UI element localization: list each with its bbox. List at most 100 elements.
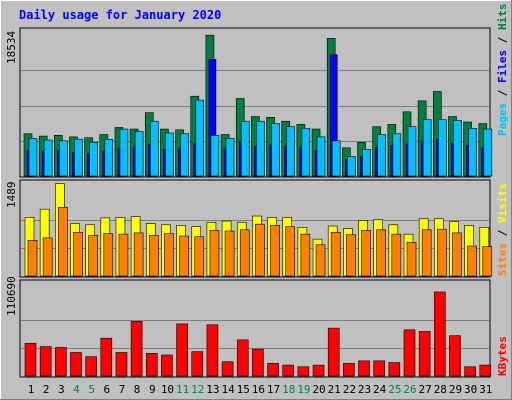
bar-pages-day-27 — [422, 119, 432, 177]
bar-kbytes-day-5 — [85, 356, 97, 377]
x-label-day-28: 28 — [434, 383, 447, 396]
bar-sites-day-10 — [164, 233, 174, 277]
max-label-visits: 1489 — [5, 182, 18, 209]
bar-kbytes-day-8 — [130, 321, 143, 377]
bar-pages-day-29 — [453, 120, 462, 177]
x-label-day-29: 29 — [449, 383, 462, 396]
bar-pages-day-4 — [74, 138, 83, 177]
bar-pages-day-25 — [392, 133, 402, 177]
x-label-day-22: 22 — [343, 383, 356, 396]
bar-pages-day-19 — [301, 127, 311, 177]
bar-sites-day-7 — [118, 233, 129, 277]
x-label-day-9: 9 — [149, 383, 156, 396]
legend-part: Sites — [496, 243, 509, 276]
x-label-day-31: 31 — [479, 383, 492, 396]
bar-sites-day-23 — [361, 230, 371, 277]
bar-kbytes-day-31 — [479, 364, 492, 377]
bar-kbytes-day-2 — [39, 346, 52, 377]
bar-pages-day-2 — [43, 139, 53, 177]
x-label-day-10: 10 — [161, 383, 174, 396]
bar-kbytes-day-10 — [161, 354, 173, 377]
x-label-day-2: 2 — [43, 383, 50, 396]
bar-sites-day-25 — [391, 233, 402, 277]
legend-part: KBytes — [496, 336, 509, 376]
bar-kbytes-day-24 — [373, 360, 385, 377]
bar-pages-day-30 — [468, 127, 477, 177]
x-label-day-20: 20 — [312, 383, 325, 396]
x-label-day-21: 21 — [328, 383, 341, 396]
bar-sites-day-3 — [58, 206, 68, 277]
bar-sites-day-30 — [467, 245, 477, 277]
bar-sites-day-4 — [73, 231, 83, 277]
bar-sites-day-28 — [437, 228, 447, 277]
bar-kbytes-day-22 — [343, 363, 355, 377]
legend-kbytes: KBytes — [496, 336, 509, 376]
x-label-day-19: 19 — [297, 383, 310, 396]
bar-sites-day-12 — [194, 236, 205, 277]
bar-sites-day-16 — [255, 223, 265, 277]
x-label-day-18: 18 — [282, 383, 295, 396]
bar-kbytes-day-28 — [434, 291, 446, 377]
x-label-day-11: 11 — [176, 383, 189, 396]
x-label-day-1: 1 — [28, 383, 35, 396]
bar-sites-day-9 — [148, 235, 159, 277]
bar-kbytes-day-9 — [145, 353, 158, 377]
bar-kbytes-day-29 — [449, 335, 461, 377]
bar-kbytes-day-17 — [267, 363, 279, 377]
legend-pages-files-hits: Pages / Files / Hits — [496, 4, 509, 137]
legend-part: Files — [496, 50, 509, 83]
x-label-day-25: 25 — [388, 383, 401, 396]
bar-pages-day-13 — [210, 135, 220, 177]
bar-sites-day-2 — [42, 237, 53, 277]
bar-sites-day-17 — [270, 225, 280, 277]
bar-sites-day-26 — [406, 241, 417, 277]
bar-kbytes-day-1 — [24, 342, 37, 377]
legend-part: / — [496, 83, 509, 103]
legend-part: Hits — [496, 4, 509, 31]
legend-part: Pages — [496, 103, 509, 136]
bar-kbytes-day-30 — [464, 366, 476, 377]
bar-sites-day-21 — [330, 231, 341, 277]
bar-sites-day-13 — [209, 230, 220, 277]
bar-kbytes-day-20 — [312, 364, 325, 377]
bar-sites-day-8 — [133, 232, 144, 277]
bar-pages-day-17 — [271, 123, 280, 177]
bar-pages-day-16 — [256, 120, 265, 177]
bar-sites-day-20 — [315, 244, 326, 277]
bar-sites-day-5 — [88, 235, 98, 277]
bar-sites-day-31 — [482, 246, 493, 277]
max-label-hits: 18534 — [5, 31, 18, 64]
bar-pages-day-11 — [180, 133, 189, 177]
bar-kbytes-day-7 — [115, 352, 128, 377]
bar-kbytes-day-12 — [191, 351, 204, 377]
bar-sites-day-29 — [452, 232, 462, 277]
x-label-day-26: 26 — [403, 383, 416, 396]
bar-pages-day-3 — [59, 140, 68, 177]
bar-pages-day-6 — [104, 138, 114, 177]
bar-kbytes-day-3 — [55, 347, 67, 377]
bar-pages-day-10 — [165, 132, 174, 177]
bar-sites-day-18 — [285, 226, 296, 277]
bar-pages-day-15 — [240, 120, 250, 177]
chart-bars — [23, 34, 493, 377]
bar-kbytes-day-14 — [221, 361, 234, 377]
x-label-day-5: 5 — [88, 383, 95, 396]
bar-kbytes-day-26 — [403, 329, 416, 377]
x-axis-labels: 1 2 3 4 5 6 7 8 9 10 11 12 13 14 15 16 17 18 19 20 21 22 23 24 2… — [28, 383, 493, 396]
x-label-day-17: 17 — [267, 383, 280, 396]
bar-kbytes-day-27 — [418, 331, 431, 377]
x-label-day-24: 24 — [373, 383, 387, 396]
max-label-kbytes: 110690 — [5, 276, 18, 316]
x-label-day-27: 27 — [419, 383, 432, 396]
x-label-day-16: 16 — [252, 383, 265, 396]
bar-pages-day-28 — [438, 119, 447, 177]
bar-pages-day-14 — [225, 138, 235, 177]
bar-kbytes-day-23 — [358, 360, 370, 377]
x-label-day-14: 14 — [221, 383, 235, 396]
bar-pages-day-1 — [28, 138, 38, 177]
legend-sites-visits: Sites / Visits — [496, 183, 509, 276]
bar-kbytes-day-16 — [252, 348, 264, 377]
x-label-day-12: 12 — [191, 383, 204, 396]
